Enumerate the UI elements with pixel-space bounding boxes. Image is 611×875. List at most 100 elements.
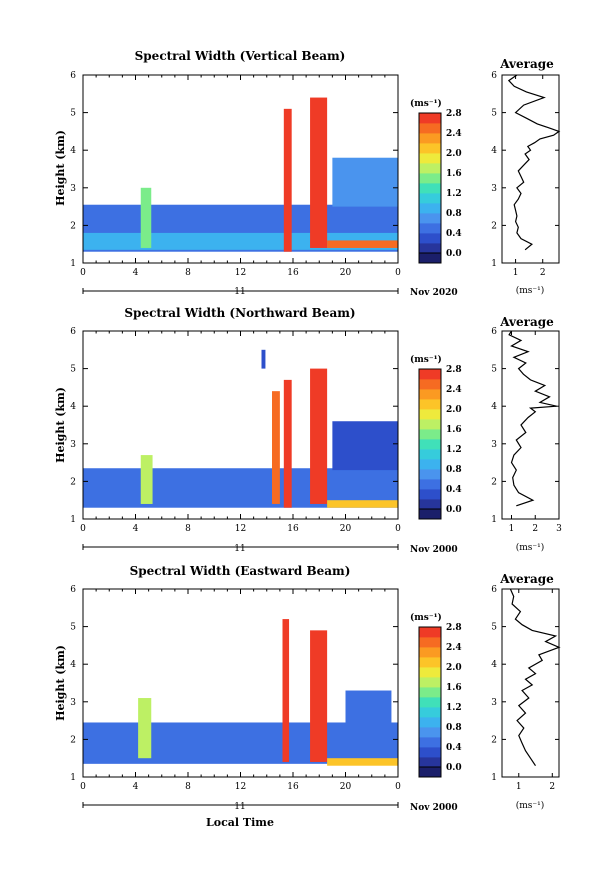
x-tick-label: 20	[340, 268, 352, 278]
colorbar-swatch	[419, 113, 441, 124]
heatmap-cell	[140, 187, 152, 248]
heatmap-cell	[327, 758, 398, 766]
colorbar-tick-label: 0.8	[446, 723, 462, 733]
profile-title: Average	[499, 572, 554, 586]
x-tick-label: 4	[133, 782, 139, 792]
profile-y-tick-label: 5	[491, 109, 497, 119]
x-tick-label: 12	[235, 268, 246, 278]
colorbar-swatch	[419, 697, 441, 708]
heatmap	[83, 349, 398, 508]
colorbar-swatch	[419, 213, 441, 224]
heatmap-cell	[283, 379, 292, 508]
y-tick-label: 6	[70, 327, 76, 337]
profile-y-tick-label: 1	[491, 259, 497, 269]
heatmap	[83, 97, 398, 252]
colorbar-tick-label: 0.0	[446, 505, 462, 515]
date-label: Nov 2020	[410, 288, 458, 298]
colorbar-swatch	[419, 707, 441, 718]
x-tick-label: 20	[340, 782, 352, 792]
x-tick-label: 0	[80, 268, 86, 278]
colorbar-tick-label: 0.4	[446, 743, 462, 753]
colorbar-swatch	[419, 727, 441, 738]
colorbar-tick-label: 0.8	[446, 209, 462, 219]
colorbar-swatch	[419, 657, 441, 668]
heatmap-cell	[272, 391, 280, 504]
profile-x-tick-label: 1	[509, 524, 515, 534]
y-axis-label: Height (km)	[54, 645, 67, 721]
x-tick-label: 0	[395, 524, 401, 534]
profile-x-label: (ms⁻¹)	[516, 542, 545, 553]
x-tick-label: 0	[395, 268, 401, 278]
colorbar-swatch	[419, 193, 441, 204]
heatmap-cell	[327, 240, 398, 248]
x-tick-label: 4	[133, 524, 139, 534]
profile-y-tick-label: 6	[491, 327, 497, 337]
panel-eastward-beam: Spectral Width (Eastward Beam) Height (k…	[54, 564, 561, 829]
y-tick-label: 2	[70, 221, 76, 231]
colorbar-swatch	[419, 627, 441, 638]
colorbar-swatch	[419, 173, 441, 184]
date-label: Nov 2000	[410, 803, 458, 813]
colorbar-tick-label: 2.0	[446, 149, 462, 159]
x-tick-label: 4	[133, 268, 139, 278]
colorbar-tick-label: 1.6	[446, 425, 462, 435]
panel-vertical-beam: Spectral Width (Vertical Beam) Height (k…	[54, 49, 561, 298]
colorbar-swatch	[419, 243, 441, 254]
heatmap-cell	[310, 368, 328, 504]
x-tick-label: 12	[235, 782, 246, 792]
colorbar-tick-label: 2.8	[446, 109, 462, 119]
colorbar-swatch	[419, 153, 441, 164]
profile-frame	[501, 330, 560, 520]
y-tick-label: 3	[70, 440, 76, 450]
heatmap-cell	[345, 690, 392, 725]
profile-x-tick-label: 2	[549, 782, 555, 792]
y-tick-label: 4	[70, 146, 76, 156]
day-label: 11	[234, 544, 245, 554]
colorbar-swatch	[419, 253, 441, 264]
y-tick-label: 5	[70, 109, 76, 119]
colorbar-tick-label: 2.4	[446, 129, 462, 139]
colorbar-swatch	[419, 143, 441, 154]
heatmap-cell	[310, 97, 328, 248]
colorbar-tick-label: 0.0	[446, 249, 462, 259]
profile-x-tick-label: 1	[516, 782, 522, 792]
colorbar-swatch	[419, 223, 441, 234]
colorbar-swatch	[419, 389, 441, 400]
colorbar-swatch	[419, 409, 441, 420]
x-tick-label: 0	[80, 782, 86, 792]
colorbar-swatch	[419, 429, 441, 440]
day-label: 11	[234, 802, 245, 812]
colorbar-swatch	[419, 203, 441, 214]
colorbar-swatch	[419, 123, 441, 134]
profile-x-label: (ms⁻¹)	[516, 285, 545, 296]
profile-line	[507, 74, 561, 251]
profile-x-tick-label: 3	[556, 524, 562, 534]
x-tick-label: 8	[185, 782, 191, 792]
profile-x-tick-label: 2	[540, 268, 546, 278]
heatmap-cell	[140, 455, 153, 504]
profile-y-tick-label: 4	[491, 146, 497, 156]
y-tick-label: 5	[70, 623, 76, 633]
colorbar-swatch	[419, 499, 441, 510]
colorbar-swatch	[419, 439, 441, 450]
x-tick-label: 16	[287, 782, 299, 792]
panel-title: Spectral Width (Northward Beam)	[124, 306, 355, 320]
profile-title: Average	[499, 315, 554, 329]
colorbar-swatch	[419, 379, 441, 390]
colorbar-swatch	[419, 419, 441, 430]
y-tick-label: 6	[70, 71, 76, 81]
colorbar-swatch	[419, 767, 441, 778]
profile-y-tick-label: 6	[491, 585, 497, 595]
profile-y-tick-label: 1	[491, 773, 497, 783]
colorbar-swatch	[419, 757, 441, 768]
x-tick-label: 16	[287, 524, 299, 534]
x-tick-label: 12	[235, 524, 246, 534]
profile-y-tick-label: 6	[491, 71, 497, 81]
colorbar-swatch	[419, 369, 441, 380]
panel-title: Spectral Width (Vertical Beam)	[135, 49, 346, 63]
y-tick-label: 4	[70, 402, 76, 412]
profile-line	[509, 588, 561, 767]
profile-x-tick-label: 2	[532, 524, 538, 534]
heatmap-cell	[138, 698, 152, 759]
